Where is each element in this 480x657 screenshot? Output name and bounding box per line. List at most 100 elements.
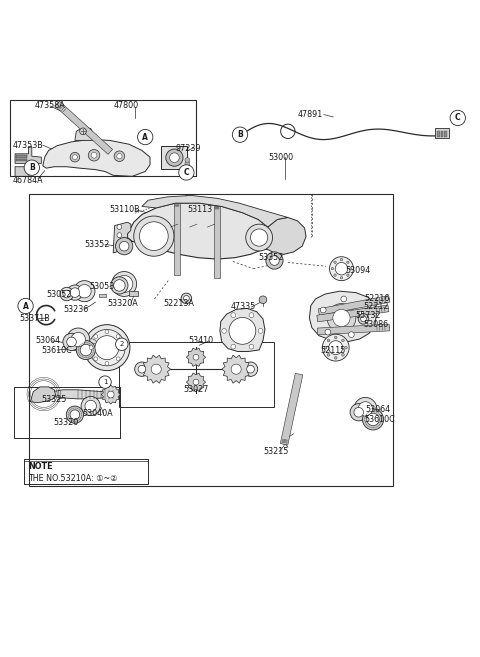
Bar <box>161 146 187 169</box>
Circle shape <box>66 406 84 423</box>
Text: NOTE: NOTE <box>28 462 53 471</box>
Circle shape <box>354 407 363 417</box>
Text: 52213A: 52213A <box>163 299 194 307</box>
Circle shape <box>18 298 33 313</box>
Circle shape <box>116 357 120 361</box>
Circle shape <box>231 313 236 317</box>
Bar <box>14 387 120 438</box>
Circle shape <box>80 344 92 356</box>
Text: 53352: 53352 <box>84 240 110 249</box>
Text: 52212: 52212 <box>363 302 389 311</box>
Polygon shape <box>280 373 303 445</box>
Text: 53215: 53215 <box>263 447 288 456</box>
Circle shape <box>71 332 85 347</box>
Circle shape <box>24 160 39 175</box>
Circle shape <box>232 127 248 143</box>
Polygon shape <box>75 127 94 141</box>
Circle shape <box>181 293 192 304</box>
Circle shape <box>134 216 174 256</box>
Circle shape <box>367 413 379 426</box>
Circle shape <box>67 328 90 351</box>
Circle shape <box>94 334 98 338</box>
Circle shape <box>135 362 149 376</box>
Text: 53052: 53052 <box>46 290 72 298</box>
Circle shape <box>327 353 330 356</box>
Circle shape <box>67 285 83 300</box>
Circle shape <box>266 252 283 269</box>
Circle shape <box>60 287 73 301</box>
Text: 53325: 53325 <box>41 395 67 404</box>
Circle shape <box>185 158 190 162</box>
Circle shape <box>72 155 77 160</box>
Bar <box>10 100 196 176</box>
Ellipse shape <box>118 341 125 345</box>
Text: C: C <box>455 114 461 122</box>
Circle shape <box>259 296 267 304</box>
Circle shape <box>345 346 347 349</box>
Circle shape <box>335 336 337 339</box>
Polygon shape <box>55 101 112 154</box>
Circle shape <box>362 409 384 430</box>
Circle shape <box>116 275 133 292</box>
Polygon shape <box>220 308 265 351</box>
Circle shape <box>121 346 125 350</box>
Text: 97239: 97239 <box>175 144 201 152</box>
Polygon shape <box>101 385 120 404</box>
Circle shape <box>151 364 161 374</box>
Circle shape <box>183 296 189 301</box>
Circle shape <box>89 346 93 350</box>
Text: 52216: 52216 <box>364 294 390 303</box>
Bar <box>437 131 440 137</box>
Circle shape <box>95 336 119 359</box>
Circle shape <box>327 339 330 342</box>
Circle shape <box>231 364 241 374</box>
Text: 53320: 53320 <box>53 419 79 427</box>
Circle shape <box>78 284 91 298</box>
Circle shape <box>70 288 80 298</box>
Circle shape <box>450 110 466 125</box>
Circle shape <box>80 128 86 135</box>
Circle shape <box>185 161 190 166</box>
Circle shape <box>138 129 153 145</box>
Circle shape <box>88 150 100 161</box>
Circle shape <box>342 353 344 356</box>
Polygon shape <box>43 139 150 176</box>
Circle shape <box>329 257 353 281</box>
Circle shape <box>342 339 344 342</box>
Circle shape <box>89 329 125 366</box>
Circle shape <box>99 376 111 388</box>
Bar <box>24 459 148 484</box>
Polygon shape <box>317 324 389 335</box>
Text: 53053: 53053 <box>89 282 115 291</box>
Circle shape <box>246 224 273 251</box>
Circle shape <box>63 290 71 298</box>
Text: 53110B: 53110B <box>110 205 141 214</box>
Circle shape <box>325 329 331 335</box>
Circle shape <box>349 267 352 270</box>
Circle shape <box>179 165 194 180</box>
Text: THE NO.53210A: ①~②: THE NO.53210A: ①~② <box>28 474 118 483</box>
Circle shape <box>270 256 279 265</box>
Circle shape <box>324 346 327 349</box>
Polygon shape <box>113 222 131 253</box>
Circle shape <box>334 261 336 263</box>
Circle shape <box>63 333 80 351</box>
Text: A: A <box>23 302 28 311</box>
Circle shape <box>249 313 254 317</box>
Circle shape <box>340 258 343 261</box>
Text: A: A <box>142 133 148 141</box>
Circle shape <box>70 410 80 419</box>
Ellipse shape <box>90 339 96 344</box>
Text: 53086: 53086 <box>363 320 389 329</box>
Text: 53410: 53410 <box>189 336 214 346</box>
Bar <box>240 131 243 135</box>
Text: C: C <box>183 168 189 177</box>
Text: 53000: 53000 <box>269 152 294 162</box>
Circle shape <box>81 396 100 416</box>
Circle shape <box>231 344 236 349</box>
Circle shape <box>334 274 336 277</box>
Bar <box>129 291 138 296</box>
Bar <box>441 131 444 137</box>
Polygon shape <box>310 291 376 342</box>
Circle shape <box>117 154 122 159</box>
